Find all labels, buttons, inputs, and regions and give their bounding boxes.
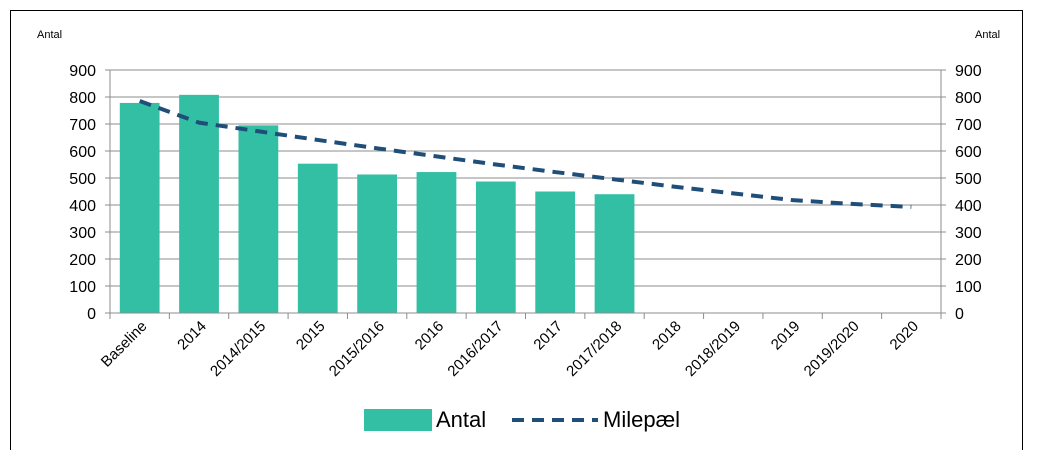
axes	[105, 69, 946, 319]
x-tick-label-2019-2020: 2019/2020	[801, 318, 863, 380]
right-tick-label-200: 200	[955, 252, 982, 269]
legend-swatch-antal	[364, 409, 432, 431]
left-tick-label-0: 0	[87, 306, 96, 323]
x-tick-label-2015: 2015	[293, 318, 329, 354]
x-tick-label-2020: 2020	[887, 318, 923, 354]
x-tick-label-2015-2016: 2015/2016	[326, 318, 388, 380]
x-tick-label-2016: 2016	[412, 318, 448, 354]
right-tick-label-800: 800	[955, 90, 982, 107]
bar-2015	[297, 163, 338, 313]
bar-2015-2016	[357, 174, 397, 313]
bars	[119, 94, 635, 313]
bar-2016	[416, 172, 457, 313]
chart-frame	[10, 10, 1023, 450]
left-tick-label-700: 700	[69, 117, 96, 134]
x-tick-label-2019: 2019	[768, 318, 804, 354]
x-tick-label-2017: 2017	[530, 318, 566, 354]
bar-2014	[179, 94, 219, 313]
x-tick-label-2014: 2014	[174, 318, 210, 354]
left-tick-label-900: 900	[69, 63, 96, 80]
legend-label-antal: Antal	[436, 407, 486, 432]
x-tick-label-2017-2018: 2017/2018	[563, 318, 625, 380]
left-tick-label-800: 800	[69, 90, 96, 107]
legend: Antal Milepæl	[364, 407, 680, 432]
bar-baseline	[119, 102, 160, 313]
right-tick-label-600: 600	[955, 144, 982, 161]
gridlines	[110, 69, 941, 287]
x-tick-label-2014-2015: 2014/2015	[207, 318, 269, 380]
legend-label-milepael: Milepæl	[603, 407, 680, 432]
left-tick-label-300: 300	[69, 225, 96, 242]
right-tick-label-300: 300	[955, 225, 982, 242]
bar-2017-2018	[594, 194, 635, 313]
x-tick-label-2018-2019: 2018/2019	[682, 318, 744, 380]
left-tick-label-500: 500	[69, 171, 96, 188]
x-tick-label-baseline: Baseline	[98, 318, 151, 371]
right-tick-label-500: 500	[955, 171, 982, 188]
bar-2014-2015	[238, 125, 279, 313]
left-tick-label-100: 100	[69, 279, 96, 296]
milestone-line	[138, 99, 912, 209]
milestone-line-group	[138, 99, 912, 209]
right-tick-label-100: 100	[955, 279, 982, 296]
right-tick-label-700: 700	[955, 117, 982, 134]
bar-2016-2017	[475, 181, 516, 313]
right-tick-label-400: 400	[955, 198, 982, 215]
left-axis-unit: Antal	[37, 29, 62, 41]
right-tick-label-900: 900	[955, 63, 982, 80]
left-tick-label-400: 400	[69, 198, 96, 215]
right-tick-label-0: 0	[955, 306, 964, 323]
x-tick-label-2018: 2018	[649, 318, 685, 354]
left-tick-label-200: 200	[69, 252, 96, 269]
bar-2017	[535, 191, 576, 313]
right-axis-unit: Antal	[975, 29, 1000, 41]
x-tick-label-2016-2017: 2016/2017	[444, 318, 506, 380]
left-tick-label-600: 600	[69, 144, 96, 161]
